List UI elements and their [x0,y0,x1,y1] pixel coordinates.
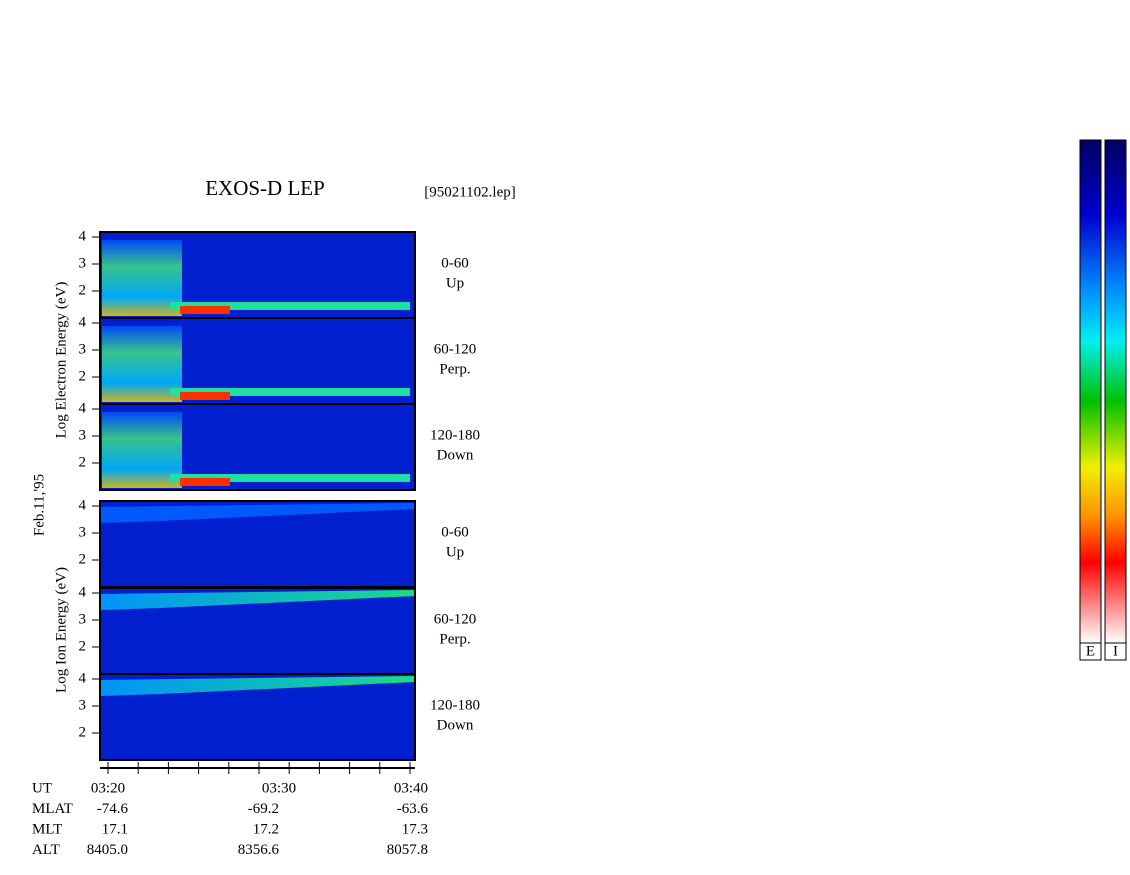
file-name: [95021102.lep] [424,184,516,200]
ion-band [100,590,415,610]
y-tick-label: 4 [79,670,87,686]
y-tick-label: 2 [79,638,87,654]
colorbar-label: I [1113,643,1118,659]
y-tick-label: 3 [79,255,87,271]
row-label: MLAT [32,801,73,817]
ion-band [100,676,415,696]
colorbar [1104,139,1127,644]
pitch-angle: 120-180 [430,427,480,443]
colorbar-label-box [1079,642,1102,661]
orbit-value: 17.1 [102,821,128,837]
orbit-value: 17.3 [402,821,428,837]
orbit-value: 8057.8 [387,842,428,858]
y-tick-label: 3 [79,611,87,627]
row-label: ALT [32,842,60,858]
direction: Perp. [439,631,470,647]
orbit-value: 03:30 [262,780,296,796]
low-energy-band [170,474,410,482]
y-tick-label: 2 [79,282,87,298]
direction: Up [446,544,464,560]
low-energy-band [170,302,410,310]
row-label: MLT [32,821,62,837]
y-tick-label: 2 [79,551,87,567]
pitch-angle: 60-120 [434,341,477,357]
y-tick-label: 3 [79,524,87,540]
colorbar [1079,139,1102,644]
orbit-value: 8405.0 [87,842,128,858]
panel-frame [99,673,416,761]
direction: Down [437,447,474,463]
pitch-angle: 0-60 [441,255,469,271]
title: EXOS-D LEP [205,176,325,200]
date-label: Feb.11,'95 [31,474,47,536]
pitch-angle: 0-60 [441,524,469,540]
early-flux [102,326,182,402]
hot-band [180,478,230,486]
direction: Up [446,275,464,291]
y-tick-label: 3 [79,697,87,713]
orbit-value: 8356.6 [238,842,280,858]
electron-axis-label: Log Electron Energy (eV) [53,282,69,439]
y-tick-label: 2 [79,454,87,470]
y-tick-label: 4 [79,584,87,600]
y-tick-label: 4 [79,497,87,513]
early-flux [102,412,182,488]
y-tick-label: 4 [79,314,87,330]
y-tick-label: 2 [79,368,87,384]
hot-band [180,306,230,314]
y-tick-label: 3 [79,341,87,357]
y-tick-label: 2 [79,724,87,740]
pitch-angle: 60-120 [434,611,477,627]
y-tick-label: 4 [79,228,87,244]
colorbar-label: E [1086,643,1095,659]
direction: Down [437,717,474,733]
orbit-value: 03:20 [91,780,125,796]
orbit-value: -63.6 [397,801,429,817]
pitch-angle: 120-180 [430,697,480,713]
early-flux [102,240,182,316]
orbit-value: -74.6 [97,801,129,817]
row-label: UT [32,780,52,796]
y-tick-label: 4 [79,400,87,416]
hot-band [180,392,230,400]
y-tick-label: 3 [79,427,87,443]
ion-axis-label: Log Ion Energy (eV) [53,567,69,693]
panel-frame [99,403,416,491]
colorbar-label-box [1104,642,1127,661]
direction: Perp. [439,361,470,377]
orbit-value: -69.2 [248,801,279,817]
low-energy-band [170,388,410,396]
orbit-value: 17.2 [253,821,279,837]
orbit-value: 03:40 [394,780,428,796]
ion-band [100,503,415,523]
